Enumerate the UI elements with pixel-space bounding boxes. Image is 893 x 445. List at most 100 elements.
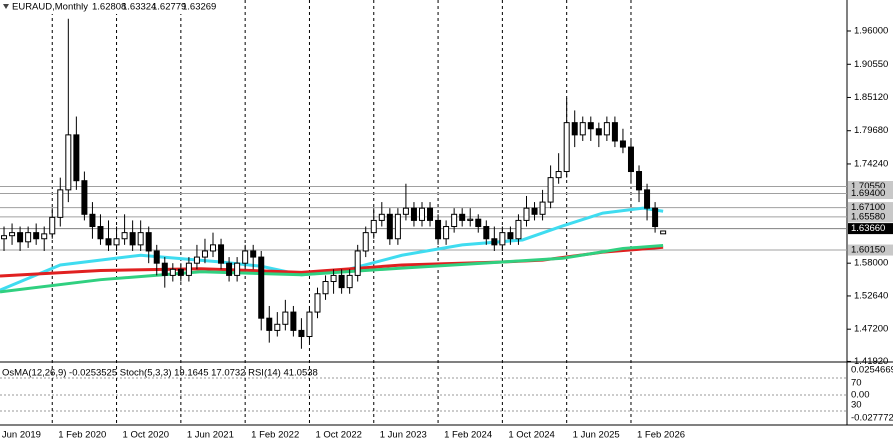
candle-body — [451, 213, 458, 228]
candle-body — [418, 207, 425, 221]
symbol-icon — [3, 4, 9, 9]
level-label: 1.60150 — [851, 245, 885, 256]
candle-body — [660, 230, 667, 235]
candle-body — [185, 262, 192, 276]
candle-body — [17, 232, 24, 243]
candle-body — [627, 146, 634, 173]
candle-body — [603, 122, 610, 136]
y-tick-label: 1.79680 — [854, 125, 888, 136]
candle-body — [49, 216, 56, 235]
candle-body — [33, 232, 40, 240]
candle-body — [547, 177, 554, 203]
candle-body — [81, 180, 88, 215]
current-price-bg — [848, 223, 893, 235]
candle-body — [652, 207, 659, 228]
x-tick-label: 1 Oct 2022 — [315, 430, 361, 441]
candle-body — [145, 232, 152, 252]
candle-body — [121, 232, 128, 240]
indicator-scale-label: -0.027772 — [851, 413, 893, 424]
x-tick-label: 1 Jun 2021 — [187, 430, 234, 441]
candle-body — [177, 268, 184, 276]
candle-body — [161, 262, 168, 276]
level-label-bg — [848, 244, 893, 256]
candle-body — [57, 189, 64, 218]
candle-body — [210, 244, 217, 252]
candle-body — [169, 268, 176, 276]
candle-body — [394, 213, 401, 240]
level-label-bg — [848, 202, 893, 214]
candle-body — [459, 213, 466, 221]
candle-body — [443, 226, 450, 240]
x-tick-label: 1 Feb 2024 — [444, 430, 492, 441]
candle-body — [226, 262, 233, 276]
candle-body — [619, 140, 626, 148]
candle-body — [105, 238, 112, 246]
candle-body — [25, 232, 32, 243]
candle-body — [89, 213, 96, 228]
candle-body — [338, 274, 345, 289]
candle-body — [282, 311, 289, 325]
x-tick-label: 1 Feb 2026 — [637, 430, 685, 441]
moving-average — [0, 243, 664, 294]
x-tick-label: 1 Feb 2022 — [251, 430, 299, 441]
candle-body — [322, 281, 329, 295]
x-tick-label: 1 Jun 2023 — [380, 430, 427, 441]
candle-body — [242, 250, 249, 264]
candle-body — [113, 238, 120, 246]
candle-body — [41, 233, 48, 240]
level-label: 1.70550 — [851, 181, 885, 192]
indicator-scale-label: 0.00 — [851, 390, 870, 401]
candle-body — [1, 235, 8, 240]
y-tick-label: 1.41920 — [854, 356, 888, 367]
x-tick-label: 1 Jun 2019 — [0, 430, 41, 441]
candle-body — [346, 274, 353, 289]
candle-body — [378, 213, 385, 221]
candle-body — [475, 218, 482, 228]
candle-body — [354, 250, 361, 276]
candle-body — [491, 238, 498, 246]
candle-body — [410, 207, 417, 221]
candle-body — [555, 171, 562, 179]
candle-body — [298, 329, 305, 338]
candle-body — [579, 122, 586, 136]
candle-body — [258, 256, 265, 319]
candle-body — [137, 232, 144, 246]
candle-body — [595, 128, 602, 136]
candle-body — [563, 122, 570, 173]
level-label: 1.69400 — [851, 188, 885, 199]
y-tick-label: 1.47200 — [854, 324, 888, 335]
level-label-bg — [848, 180, 893, 192]
candle-body — [531, 207, 538, 215]
level-label: 1.65580 — [851, 211, 885, 222]
candle-body — [539, 201, 546, 215]
candle-body — [274, 323, 281, 331]
x-tick-label: 1 Oct 2020 — [123, 430, 169, 441]
candle-body — [153, 250, 160, 264]
y-tick-label: 1.90550 — [854, 59, 888, 70]
level-label-bg — [848, 188, 893, 200]
candle-body — [314, 293, 321, 313]
level-label: 1.67100 — [851, 202, 885, 213]
candle-body — [201, 250, 208, 258]
candle-body — [234, 262, 241, 276]
candle-body — [65, 134, 72, 191]
candle-body — [129, 232, 136, 246]
header-bg — [0, 0, 212, 14]
candle-body — [97, 226, 104, 240]
candle-body — [499, 232, 506, 246]
plot-area — [0, 0, 847, 425]
y-tick-label: 1.58000 — [854, 258, 888, 269]
candle-body — [362, 232, 369, 252]
candle-body — [250, 250, 257, 258]
candle-body — [636, 171, 643, 191]
candle-body — [515, 219, 522, 240]
candle-body — [370, 219, 377, 234]
indicator-label: OsMA(12,26,9) -0.0253525 Stoch(5,3,3) 19… — [2, 368, 318, 379]
y-tick-label: 1.96000 — [854, 25, 888, 36]
candle-body — [587, 122, 594, 130]
candle-body — [611, 122, 618, 142]
symbol: EURAUD,Monthly — [12, 2, 88, 13]
candle-body — [483, 226, 490, 240]
indicator-scale-label: 70 — [851, 378, 862, 389]
